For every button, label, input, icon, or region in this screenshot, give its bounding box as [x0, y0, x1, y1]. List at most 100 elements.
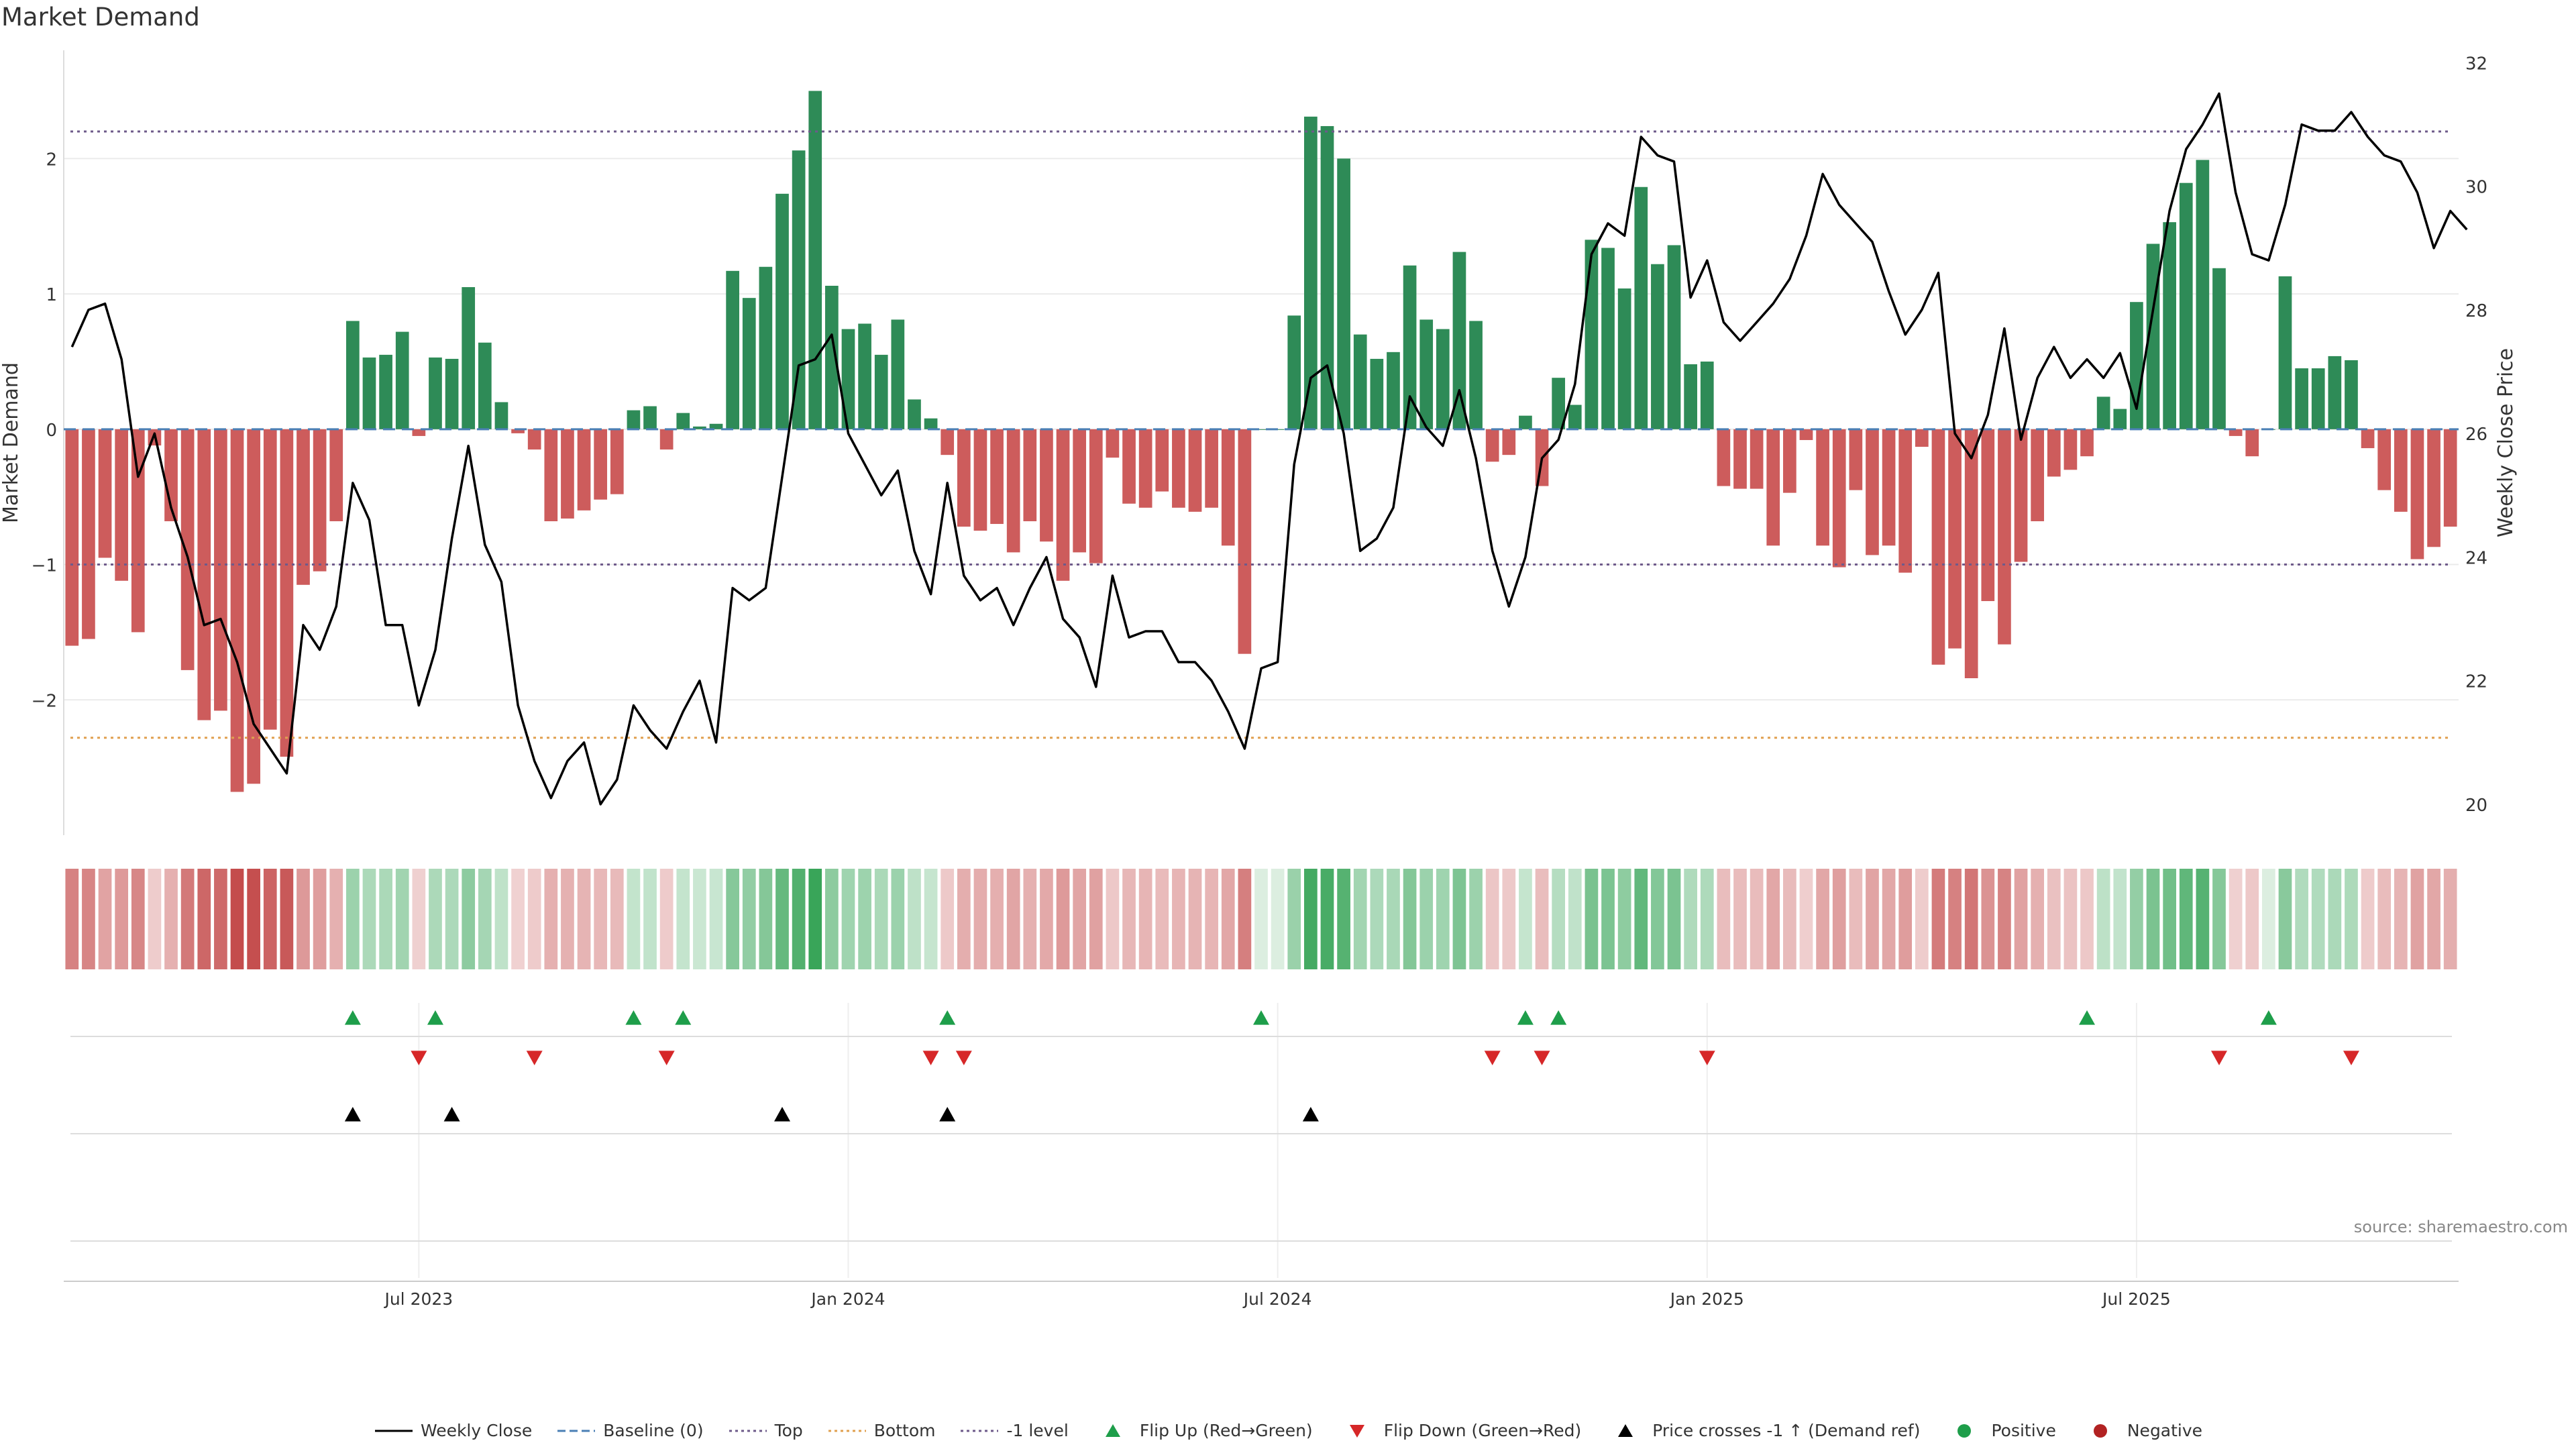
heat-cell: [1750, 869, 1764, 969]
heat-cell: [544, 869, 558, 969]
flip-up-marker: [2260, 1010, 2277, 1025]
heat-cell: [1353, 869, 1367, 969]
demand-bar: [2031, 429, 2045, 521]
heat-cell: [462, 869, 476, 969]
flip-down-marker: [2343, 1051, 2359, 1065]
heat-cell: [1205, 869, 1218, 969]
legend-glyph: [2093, 1424, 2107, 1438]
heat-cell: [1370, 869, 1384, 969]
heat-cell: [577, 869, 591, 969]
flip-up-marker: [427, 1010, 443, 1025]
right-tick-label: 30: [2465, 178, 2487, 198]
heat-cell: [362, 869, 376, 969]
heat-cell: [1106, 869, 1120, 969]
legend-symbol: [961, 1430, 999, 1432]
left-tick-label: 2: [46, 150, 57, 170]
demand-bar: [280, 429, 294, 757]
heat-cell: [1056, 869, 1070, 969]
demand-bar: [1452, 252, 1466, 429]
price-line: [70, 92, 2468, 806]
legend-label: Bottom: [873, 1421, 936, 1440]
demand-bar: [2361, 429, 2375, 449]
demand-bar: [1568, 405, 1582, 429]
demand-bar: [1948, 429, 1962, 649]
heat-cell: [1617, 869, 1631, 969]
heat-cell: [1882, 869, 1896, 969]
heat-cell: [2443, 869, 2457, 969]
heat-cell: [2295, 869, 2308, 969]
heat-cell: [115, 869, 129, 969]
heat-cell: [1981, 869, 1995, 969]
heat-cell: [1287, 869, 1301, 969]
demand-bar: [511, 429, 525, 433]
legend-symbol: [729, 1430, 767, 1432]
demand-bar: [1617, 288, 1631, 429]
demand-bar: [462, 287, 476, 429]
heat-cell: [379, 869, 392, 969]
demand-bar: [247, 429, 260, 784]
heat-cell: [280, 869, 294, 969]
heat-cell: [1866, 869, 1879, 969]
legend-item: Weekly Close: [374, 1421, 532, 1440]
heat-cell: [1816, 869, 1829, 969]
legend-glyph: [1957, 1424, 1972, 1438]
heat-cell: [148, 869, 162, 969]
heat-cell: [1849, 869, 1863, 969]
flip-down-marker: [1699, 1051, 1715, 1065]
demand-bar: [759, 266, 773, 429]
heat-cell: [2014, 869, 2028, 969]
demand-bar: [395, 331, 409, 429]
heat-cell: [180, 869, 195, 969]
demand-bar: [1023, 429, 1037, 521]
legend-symbol: [828, 1430, 866, 1432]
x-tick-label: Jan 2024: [810, 1289, 885, 1309]
demand-bar: [577, 429, 591, 511]
demand-bar: [1436, 329, 1450, 429]
right-tick-label: 20: [2465, 796, 2487, 816]
demand-bar: [2328, 356, 2342, 429]
heat-cell: [1485, 869, 1499, 969]
demand-bar: [841, 329, 855, 429]
demand-bar: [1320, 125, 1334, 429]
heat-cell: [1717, 869, 1731, 969]
heat-cell: [726, 869, 739, 969]
heat-cell: [742, 869, 756, 969]
demand-bar: [1799, 429, 1813, 440]
heat-cell: [2031, 869, 2045, 969]
demand-bar: [2130, 302, 2143, 429]
heat-cell: [841, 869, 855, 969]
heat-cell: [1964, 869, 1978, 969]
demand-bar: [2212, 268, 2226, 429]
legend-item: Negative: [2080, 1421, 2202, 1440]
legend-symbol: [557, 1430, 596, 1432]
demand-bar: [379, 354, 392, 429]
demand-bar: [1205, 429, 1218, 508]
demand-bar: [98, 429, 112, 558]
demand-bar: [544, 429, 558, 521]
heat-cell: [2080, 869, 2094, 969]
demand-bar: [1700, 361, 1714, 429]
heat-cell: [230, 869, 244, 969]
heat-cell: [1535, 869, 1549, 969]
legend-item: Baseline (0): [556, 1421, 704, 1440]
heat-cell: [2163, 869, 2176, 969]
demand-bar: [627, 410, 641, 429]
heat-cell: [709, 869, 723, 969]
heat-cell: [1403, 869, 1417, 969]
demand-bar: [1304, 116, 1318, 429]
demand-bar: [329, 429, 343, 521]
heat-cell: [957, 869, 971, 969]
demand-bar: [1387, 352, 1400, 429]
heat-cell: [1006, 869, 1020, 969]
heat-cell: [1519, 869, 1532, 969]
demand-bar: [2278, 276, 2292, 429]
demand-bar: [1155, 429, 1169, 492]
flip-down-marker: [955, 1051, 972, 1065]
demand-bar: [2443, 429, 2457, 527]
heat-cell: [445, 869, 459, 969]
heat-cell: [990, 869, 1004, 969]
legend-label: Negative: [2127, 1421, 2203, 1440]
demand-bar: [1254, 429, 1268, 430]
flip-up-marker: [1253, 1010, 1269, 1025]
demand-bar: [131, 429, 145, 633]
